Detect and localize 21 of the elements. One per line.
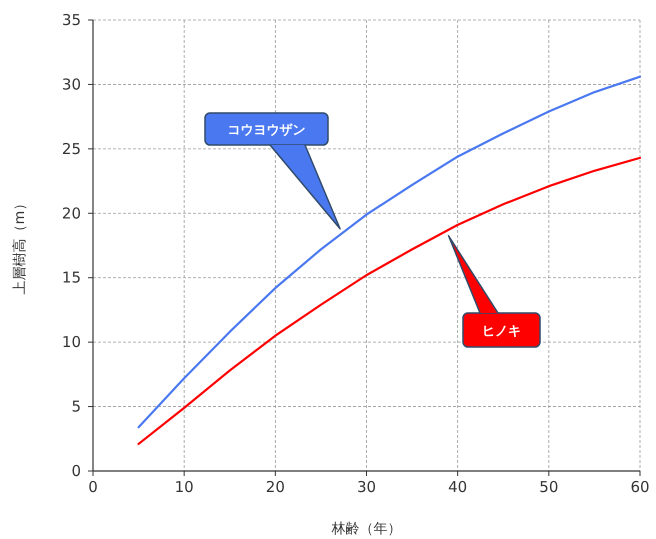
line-series xyxy=(137,76,642,428)
x-tick-label: 60 xyxy=(630,478,650,496)
x-tick-label: 50 xyxy=(539,478,558,496)
y-tick-label: 10 xyxy=(62,333,81,352)
y-tick-label: 35 xyxy=(62,11,81,29)
text: ヒノキ xyxy=(482,324,521,339)
line-series xyxy=(137,156,642,446)
x-tick-label: 0 xyxy=(88,478,98,496)
x-tick-label: 20 xyxy=(266,478,285,496)
x-axis-title: 林齢（年） xyxy=(330,521,402,537)
y-tick-label: 30 xyxy=(62,75,81,94)
y-tick-label: 20 xyxy=(62,204,81,222)
x-tick-label: 10 xyxy=(174,478,194,496)
x-tick-label: 30 xyxy=(356,478,376,496)
y-tick-label: 0 xyxy=(71,462,81,480)
x-tick-label: 40 xyxy=(448,478,468,496)
y-axis-title: 上層樹高（m） xyxy=(12,196,28,294)
y-tick-label: 5 xyxy=(71,398,81,416)
text: コウヨウザン xyxy=(228,123,306,138)
y-tick-label: 25 xyxy=(62,140,81,158)
y-tick-label: 15 xyxy=(62,268,81,287)
